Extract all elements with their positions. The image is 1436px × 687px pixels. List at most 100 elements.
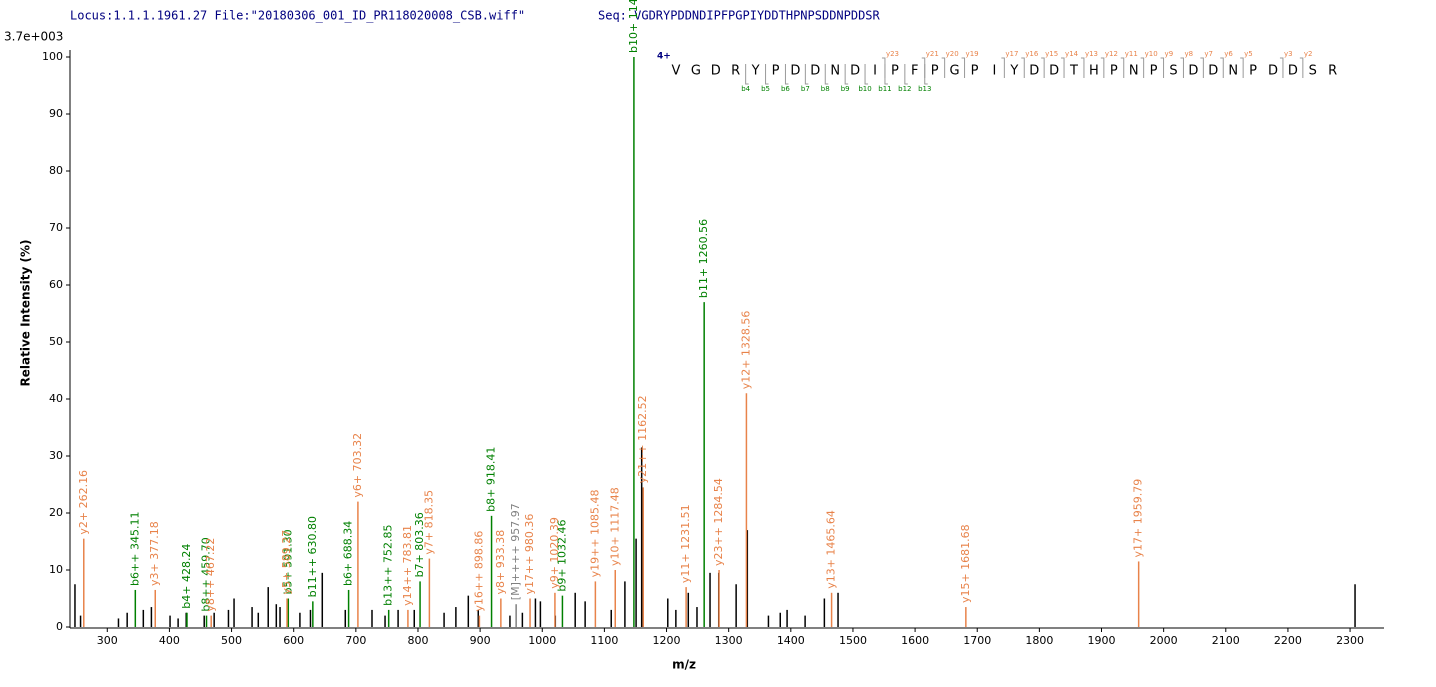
- x-tick-label: 2100: [1212, 634, 1240, 647]
- y-tick-label: 0: [56, 620, 63, 633]
- b-ion-mark: b13: [918, 85, 931, 93]
- x-tick-label: 1600: [901, 634, 929, 647]
- y-ion-mark: y2: [1304, 50, 1313, 58]
- y-tick-label: 50: [49, 335, 63, 348]
- peak-label: y17++ 980.36: [523, 514, 536, 595]
- residue: P: [772, 64, 780, 79]
- residue: G: [691, 64, 701, 79]
- x-tick-label: 2300: [1336, 634, 1364, 647]
- y-bracket: [1021, 57, 1025, 78]
- residue: I: [992, 64, 996, 79]
- peak-label: b11++ 630.80: [306, 516, 319, 597]
- residue: Y: [1009, 64, 1018, 79]
- residue: R: [1328, 64, 1337, 79]
- x-tick-label: 300: [97, 634, 118, 647]
- peak-label: b6++ 345.11: [128, 512, 141, 586]
- y-ion-mark: y17: [1005, 50, 1018, 58]
- b-ion-mark: b9: [841, 85, 850, 93]
- y-axis-label: Relative Intensity (%): [19, 240, 33, 387]
- b-bracket: [924, 64, 928, 85]
- peak-label: y10+ 1117.48: [608, 487, 621, 566]
- residue: R: [731, 64, 740, 79]
- charge-label: 4+: [657, 52, 671, 62]
- peak-label: y6+ 703.32: [351, 433, 364, 498]
- residue: P: [1150, 64, 1158, 79]
- b-ion-mark: b7: [801, 85, 810, 93]
- y-bracket: [1001, 57, 1005, 78]
- residue: D: [790, 64, 800, 79]
- b-ion-mark: b6: [781, 85, 790, 93]
- y-ion-mark: y13: [1085, 50, 1098, 58]
- x-tick-label: 400: [159, 634, 180, 647]
- x-tick-label: 1000: [528, 634, 556, 647]
- x-tick-label: 1500: [839, 634, 867, 647]
- y-ion-mark: y16: [1025, 50, 1039, 58]
- peak-label: y7+ 818.35: [422, 490, 435, 555]
- y-tick-label: 80: [49, 164, 63, 177]
- b-ion-mark: b12: [898, 85, 911, 93]
- peak-label: b8+ 918.41: [485, 447, 498, 512]
- x-tick-label: 1400: [777, 634, 805, 647]
- y-ion-mark: y14: [1065, 50, 1079, 58]
- peak-label: b9+ 1032.46: [555, 519, 568, 591]
- b-bracket: [765, 64, 769, 85]
- x-tick-label: 500: [221, 634, 242, 647]
- y-ion-mark: y3: [1284, 50, 1293, 58]
- x-tick-label: 1200: [653, 634, 681, 647]
- y-tick-label: 100: [42, 50, 63, 63]
- residue: D: [1049, 64, 1059, 79]
- intensity-scale: 3.7e+003: [4, 30, 63, 44]
- y-ion-mark: y8: [1184, 50, 1193, 58]
- residue: S: [1309, 64, 1317, 79]
- peak-label: y5+ 589.27: [280, 530, 293, 595]
- y-bracket: [1220, 57, 1224, 78]
- residue: D: [850, 64, 860, 79]
- residue: Y: [751, 64, 760, 79]
- peak-label: b5+ 591.30: [281, 529, 294, 594]
- y-bracket: [1240, 57, 1244, 78]
- b-bracket: [824, 64, 829, 85]
- y-bracket: [1299, 57, 1304, 78]
- y-bracket: [1160, 57, 1165, 78]
- chart-title: Locus:1.1.1.1961.27 File:"20180306_001_I…: [70, 9, 525, 23]
- b-bracket: [804, 64, 809, 85]
- peak-label: b4+ 428.24: [180, 544, 193, 609]
- residue: P: [971, 64, 979, 79]
- peak-label: y17+ 1959.79: [1132, 479, 1145, 558]
- residue: P: [1110, 64, 1118, 79]
- y-ion-mark: y6: [1224, 50, 1233, 58]
- y-bracket: [1200, 57, 1204, 78]
- residue: F: [911, 64, 918, 79]
- x-tick-label: 1900: [1088, 634, 1116, 647]
- b-bracket: [844, 64, 849, 85]
- y-ion-mark: y5: [1244, 50, 1253, 58]
- residue: D: [1029, 64, 1039, 79]
- peak-label: y23++ 1284.54: [712, 478, 725, 566]
- residue: D: [1288, 64, 1298, 79]
- peak-label: [M]++++ 957.97: [509, 503, 522, 600]
- y-ion-mark: y15: [1045, 50, 1058, 58]
- y-ion-mark: y11: [1125, 50, 1138, 58]
- x-tick-label: 1100: [590, 634, 618, 647]
- b-ion-mark: b10: [858, 85, 871, 93]
- x-tick-label: 1800: [1025, 634, 1053, 647]
- residue: I: [873, 64, 877, 79]
- peak-label: y9+ 1020.39: [548, 517, 561, 589]
- residue: P: [1249, 64, 1257, 79]
- y-bracket: [1100, 57, 1105, 78]
- peak-label: y8+ 933.38: [494, 530, 507, 595]
- peak-label: y21++ 1162.52: [636, 395, 649, 483]
- b-bracket: [884, 64, 888, 85]
- y-ion-mark: y12: [1105, 50, 1118, 58]
- y-bracket: [1061, 57, 1065, 78]
- peak-label: b11+ 1260.56: [697, 219, 710, 298]
- y-bracket: [1279, 57, 1284, 78]
- residue: D: [810, 64, 820, 79]
- y-bracket: [1180, 57, 1184, 78]
- b-ion-mark: b8: [821, 85, 830, 93]
- x-tick-label: 600: [283, 634, 304, 647]
- x-axis-label: m/z: [672, 658, 696, 672]
- residue: N: [1129, 64, 1139, 79]
- y-tick-label: 70: [49, 221, 63, 234]
- y-ion-mark: y21: [926, 50, 939, 58]
